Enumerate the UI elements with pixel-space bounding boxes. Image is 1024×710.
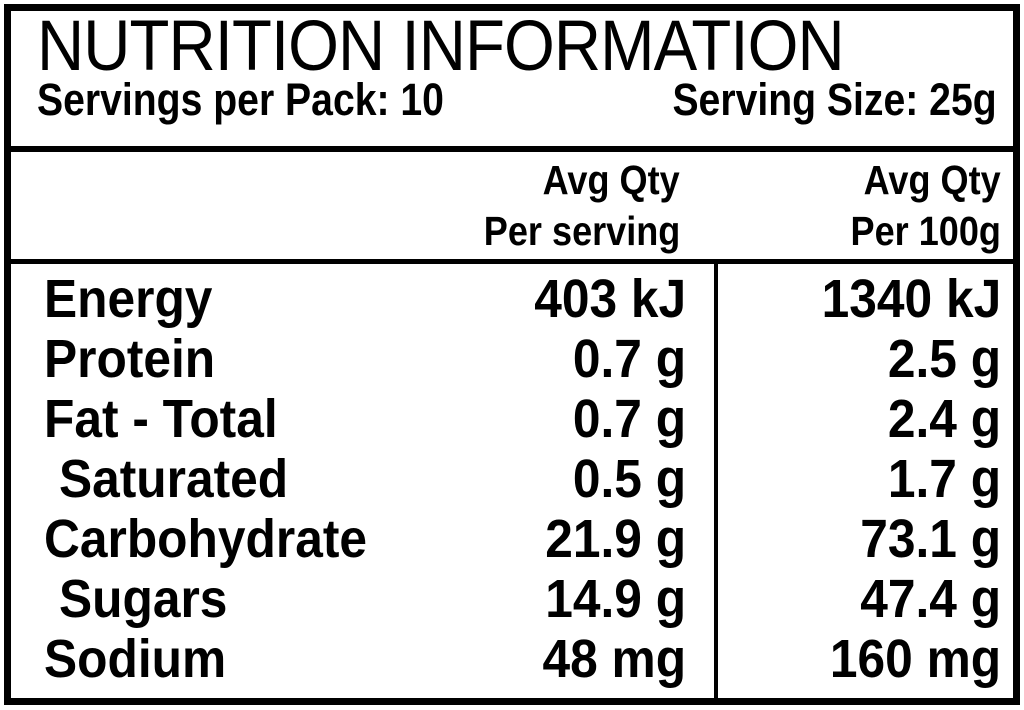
table-row-sugars: Sugars 14.9 g 47.4 g: [11, 569, 1013, 629]
page-title: NUTRITION INFORMATION: [37, 7, 845, 86]
per-serving-cell: 403 kJ: [444, 270, 714, 328]
label-header: NUTRITION INFORMATION Servings per Pack:…: [11, 11, 1013, 146]
table-row-protein: Protein 0.7 g 2.5 g: [11, 329, 1013, 389]
nutrient-name-cell: Carbohydrate: [11, 510, 444, 568]
nutrition-label: NUTRITION INFORMATION Servings per Pack:…: [4, 4, 1020, 705]
per-serving-cell: 48 mg: [444, 630, 714, 688]
per-serving-value: 0.7 g: [572, 389, 686, 449]
per-100g-cell: 2.5 g: [714, 330, 1013, 388]
per-100g-value: 1340 kJ: [821, 269, 1001, 329]
per-serving-value: 21.9 g: [545, 509, 686, 569]
per-100g-cell: 1340 kJ: [714, 270, 1013, 328]
table-row-energy: Energy 403 kJ 1340 kJ: [11, 269, 1013, 329]
column-headers: Avg Qty Per serving Avg Qty Per 100g: [11, 152, 1013, 259]
servings-row: Servings per Pack: 10 Serving Size: 25g: [37, 74, 1013, 125]
per-serving-cell: 14.9 g: [444, 570, 714, 628]
nutrient-name: Sodium: [44, 629, 227, 689]
per-serving-value: 0.5 g: [572, 449, 686, 509]
per-serving-value: 0.7 g: [572, 329, 686, 389]
per-100g-value: 2.5 g: [887, 329, 1001, 389]
nutrient-name: Sugars: [59, 569, 228, 629]
per-100g-value: 73.1 g: [860, 509, 1001, 569]
per-100g-value: 160 mg: [829, 629, 1001, 689]
table-row-fat-total: Fat - Total 0.7 g 2.4 g: [11, 389, 1013, 449]
nutrient-name: Energy: [44, 269, 213, 329]
table-row-sodium: Sodium 48 mg 160 mg: [11, 629, 1013, 689]
per-serving-value: 14.9 g: [545, 569, 686, 629]
per-serving-cell: 0.5 g: [444, 450, 714, 508]
col1-line2: Per serving: [483, 207, 680, 254]
table-row-saturated: Saturated 0.5 g 1.7 g: [11, 449, 1013, 509]
nutrient-table-body: Energy 403 kJ 1340 kJ Protein 0.7 g 2.5 …: [11, 264, 1013, 698]
nutrient-name: Saturated: [59, 449, 289, 509]
per-serving-cell: 0.7 g: [444, 330, 714, 388]
per-serving-cell: 21.9 g: [444, 510, 714, 568]
nutrient-name-cell: Saturated: [11, 450, 444, 508]
per-100g-value: 1.7 g: [887, 449, 1001, 509]
table-row-carbohydrate: Carbohydrate 21.9 g 73.1 g: [11, 509, 1013, 569]
per-serving-value: 403 kJ: [534, 269, 686, 329]
nutrient-name: Fat - Total: [44, 389, 278, 449]
column-header-per-100g: Avg Qty Per 100g: [714, 155, 1013, 257]
per-100g-cell: 47.4 g: [714, 570, 1013, 628]
per-100g-cell: 2.4 g: [714, 390, 1013, 448]
nutrient-name-cell: Sodium: [11, 630, 444, 688]
nutrient-name-cell: Sugars: [11, 570, 444, 628]
col2-line1: Avg Qty: [864, 156, 1001, 203]
serving-size-text: Serving Size: 25g: [672, 74, 997, 125]
nutrient-name-cell: Fat - Total: [11, 390, 444, 448]
nutrient-name: Carbohydrate: [44, 509, 368, 569]
horizontal-rule-mid: [11, 259, 1013, 264]
servings-per-pack-text: Servings per Pack: 10: [37, 74, 444, 125]
col1-line1: Avg Qty: [543, 156, 680, 203]
horizontal-rule-top: [11, 146, 1013, 152]
per-serving-value: 48 mg: [542, 629, 686, 689]
per-100g-value: 2.4 g: [887, 389, 1001, 449]
per-100g-cell: 73.1 g: [714, 510, 1013, 568]
nutrient-name-cell: Protein: [11, 330, 444, 388]
nutrient-name: Protein: [44, 329, 216, 389]
col2-line2: Per 100g: [850, 207, 1001, 254]
per-100g-value: 47.4 g: [860, 569, 1001, 629]
per-serving-cell: 0.7 g: [444, 390, 714, 448]
column-header-per-serving: Avg Qty Per serving: [444, 155, 714, 257]
per-100g-cell: 1.7 g: [714, 450, 1013, 508]
per-100g-cell: 160 mg: [714, 630, 1013, 688]
nutrient-name-cell: Energy: [11, 270, 444, 328]
column-divider-line: [714, 264, 718, 698]
